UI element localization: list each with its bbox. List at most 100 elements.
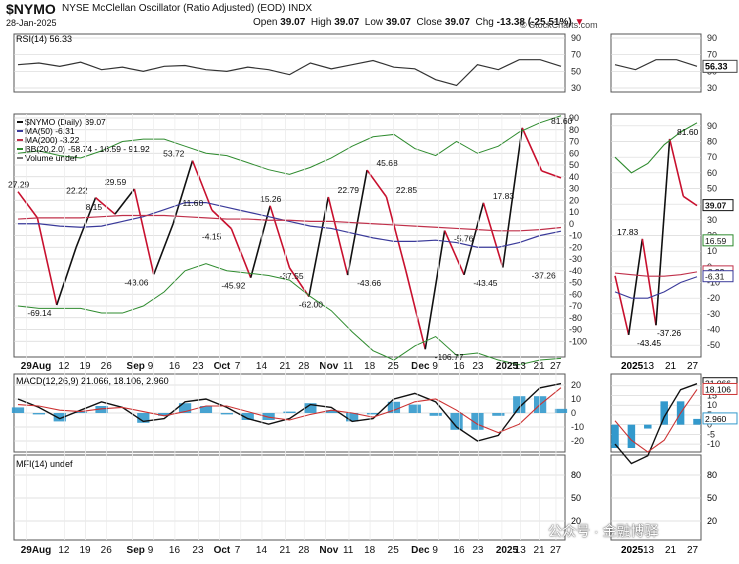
macd-signal-line	[17, 387, 562, 434]
zoom-price-annotation: -37.26	[657, 328, 681, 338]
zoom-price-x-label: 27	[687, 361, 699, 372]
zoom-bottom-x-label: 21	[665, 545, 677, 556]
macd-histogram-bar	[492, 413, 505, 416]
price-tick-label: 90	[569, 113, 579, 123]
rsi-line	[17, 59, 562, 87]
price-annotation: 29.59	[105, 177, 127, 187]
bollinger-lower-line	[17, 263, 562, 366]
macd-histogram-bar	[346, 413, 359, 422]
zoom-price-annotation: 81.60	[677, 127, 699, 137]
bottom-x-label: 14	[256, 545, 268, 556]
zoom-macd-histogram-bar	[627, 424, 636, 448]
price-segment	[249, 205, 271, 278]
price-segment	[385, 196, 407, 271]
zoom-ma200-line	[614, 271, 698, 277]
price-x-label: Oct	[214, 361, 231, 372]
zoom-price-tick-label: -40	[707, 325, 720, 335]
macd-value-box	[702, 382, 738, 395]
zoom-price-segment	[627, 238, 644, 336]
price-tick-label: 20	[569, 195, 579, 205]
price-tick-label: -20	[569, 242, 582, 252]
price-value-box	[702, 234, 734, 247]
zoom-mfi-tick-label: 80	[707, 470, 717, 480]
macd-histogram-bar	[325, 410, 338, 413]
macd-value-label: 18.106	[705, 384, 731, 394]
price-annotation: 27.29	[8, 180, 30, 190]
price-annotation: -43.06	[124, 277, 148, 287]
price-annotation: 11.60	[183, 198, 204, 208]
bottom-x-label: 19	[80, 545, 92, 556]
macd-histogram-bar	[74, 411, 87, 413]
macd-tick-label: 0	[571, 408, 576, 418]
panel-rsi-frame	[13, 33, 566, 93]
bottom-x-label: 9	[148, 545, 154, 556]
zoom-macd-signal-line	[614, 389, 698, 453]
macd-line	[17, 382, 562, 442]
price-annotation: 17.83	[493, 191, 515, 201]
macd-histogram-bar	[366, 413, 380, 415]
zoom-price-tick-label: 70	[707, 152, 717, 162]
zoom-panel-mfi-frame	[610, 454, 702, 541]
macd-histogram-bar	[137, 413, 150, 423]
macd-value-label: 2.960	[705, 414, 727, 424]
price-annotation: -43.45	[473, 278, 497, 288]
mfi-tick-label: 50	[571, 493, 581, 503]
zoom-price-x-label: 13	[643, 361, 655, 372]
bottom-x-label: 13	[515, 545, 527, 556]
price-x-label: 29Aug	[21, 361, 52, 372]
price-tick-label: 60	[569, 148, 579, 158]
price-segment	[75, 197, 97, 248]
zoom-price-segment	[668, 138, 685, 197]
watermark: 公众号 · 金融博驿	[548, 523, 659, 539]
zoom-price-segment	[641, 238, 657, 326]
zoom-price-tick-label: 30	[707, 215, 717, 225]
price-tick-label: -30	[569, 254, 582, 264]
price-segment	[56, 246, 77, 306]
rsi-tick-label: 70	[571, 50, 581, 60]
bottom-x-label: 18	[364, 545, 376, 556]
macd-tick-label: 10	[571, 394, 581, 404]
rsi-last-value: 56.33	[705, 61, 728, 71]
macd-histogram-bar	[178, 403, 192, 413]
zoom-macd-histogram-bar	[611, 424, 619, 448]
rsi-tick-label: 50	[571, 66, 581, 76]
chart-date: 28-Jan-2025	[6, 18, 57, 28]
zoom-bollinger-line	[614, 122, 698, 174]
price-segment	[211, 209, 232, 230]
zoom-price-tick-label: -20	[707, 293, 720, 303]
price-tick-label: 40	[569, 172, 579, 182]
price-x-label: 11	[343, 361, 354, 372]
macd-histogram-bar	[53, 413, 66, 422]
price-annotation: -4.15	[202, 232, 222, 242]
macd-histogram-bar	[408, 404, 421, 413]
price-annotation: -106.77	[435, 352, 464, 362]
macd-histogram-bar	[554, 408, 568, 413]
macd-tick-label: -20	[571, 436, 584, 446]
macd-histogram-bar	[513, 396, 526, 413]
ma200-line	[17, 214, 562, 232]
price-tick-label: -90	[569, 325, 582, 335]
bottom-x-label: 21	[533, 545, 545, 556]
price-tick-label: -70	[569, 301, 582, 311]
macd-histogram-bar	[220, 413, 233, 415]
mfi-legend: MFI(14) undef	[16, 459, 73, 469]
bottom-x-label: 2025	[496, 545, 519, 556]
price-value-label: -6.31	[705, 272, 725, 282]
zoom-macd-histogram-bar	[660, 401, 668, 425]
price-annotation: 53.72	[163, 149, 185, 159]
zoom-price-tick-label: 10	[707, 246, 717, 256]
price-segment	[327, 196, 349, 276]
zoom-price-x-label: 21	[665, 361, 677, 372]
bottom-x-label: 25	[388, 545, 400, 556]
price-x-label: 9	[432, 361, 438, 372]
zoom-rsi-tick-label: 70	[707, 50, 717, 60]
price-segment	[17, 191, 39, 219]
mfi-tick-label: 20	[571, 516, 581, 526]
price-segment	[405, 270, 427, 350]
price-segment	[133, 188, 155, 275]
price-tick-label: 30	[569, 184, 579, 194]
bottom-x-label: 29Aug	[21, 545, 52, 556]
source-credit: © StockCharts.com	[520, 20, 598, 30]
price-annotation: -37.55	[280, 271, 304, 281]
